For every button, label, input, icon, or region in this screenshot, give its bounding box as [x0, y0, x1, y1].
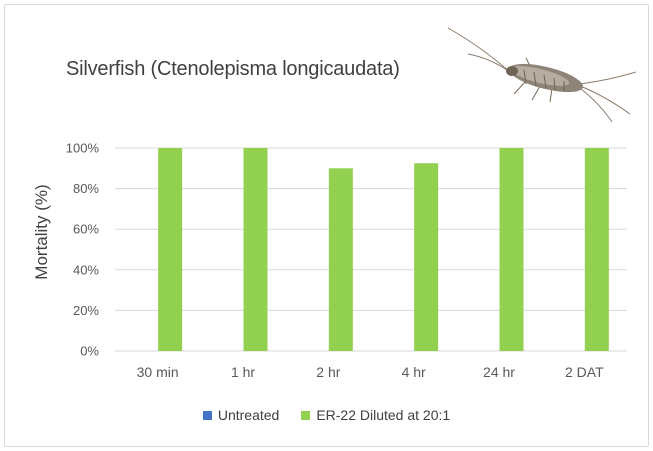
bar-treated — [584, 148, 609, 351]
chart-title: Silverfish (Ctenolepisma longicaudata) — [66, 58, 400, 80]
legend-item-treated: ER-22 Diluted at 20:1 — [301, 407, 450, 423]
x-tick-label: 2 DAT — [565, 364, 604, 380]
bar-treated — [499, 148, 524, 351]
y-tick-label: 0% — [80, 344, 99, 359]
y-tick-label: 100% — [66, 141, 100, 156]
legend-label-treated: ER-22 Diluted at 20:1 — [316, 407, 451, 423]
legend: Untreated ER-22 Diluted at 20:1 — [0, 407, 653, 423]
bar-treated — [328, 168, 353, 351]
x-tick-label: 1 hr — [231, 364, 255, 380]
x-tick-label: 2 hr — [316, 364, 340, 380]
y-tick-label: 40% — [73, 262, 99, 277]
x-tick-label: 4 hr — [402, 364, 426, 380]
y-tick-label: 80% — [73, 181, 99, 196]
legend-item-untreated: Untreated — [202, 407, 280, 423]
x-tick-label: 24 hr — [483, 364, 515, 380]
gridlines — [115, 147, 627, 352]
axis-labels: 0% 20% 40% 60% 80% 100% 30 min 1 hr 2 hr 4 hr 24 h… — [66, 141, 604, 381]
bars — [158, 148, 609, 351]
y-tick-label: 60% — [73, 222, 99, 237]
y-tick-label: 20% — [73, 303, 99, 318]
legend-swatch-untreated — [202, 410, 212, 420]
bar-treated — [158, 148, 183, 351]
x-tick-label: 30 min — [137, 364, 179, 380]
silverfish-image — [440, 24, 640, 129]
legend-label-untreated: Untreated — [217, 407, 280, 423]
bar-treated — [243, 148, 268, 351]
legend-swatch-treated — [301, 410, 311, 420]
bar-treated — [414, 163, 439, 351]
